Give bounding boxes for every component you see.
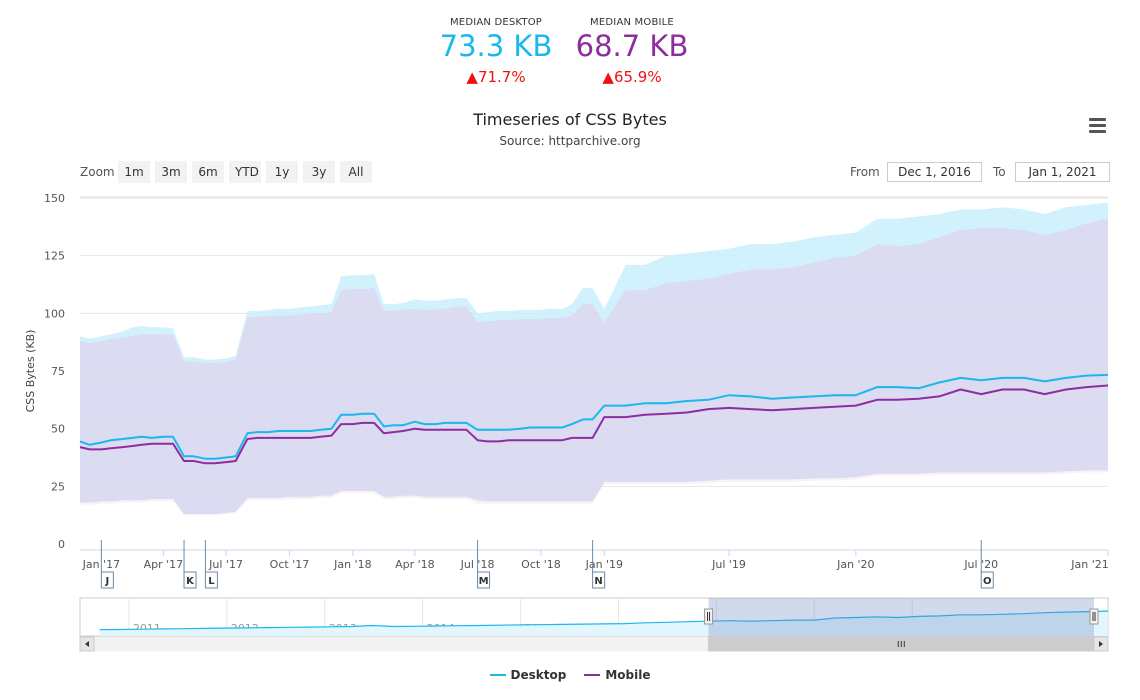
flag-box — [100, 571, 114, 589]
legend-item-mobile[interactable]: Mobile — [584, 668, 650, 682]
flag-label: L — [208, 576, 215, 587]
chart-title: Timeseries of CSS Bytes — [473, 110, 667, 129]
up-arrow-icon: ▲ — [602, 68, 614, 86]
from-date-input[interactable]: Dec 1, 2016 — [887, 162, 982, 182]
navigator-series-line — [99, 610, 1109, 631]
flag-marker: M — [477, 571, 491, 589]
zoom-label: Zoom — [80, 165, 115, 179]
legend-item-desktop[interactable]: Desktop — [489, 668, 567, 682]
legend-desktop-label: Desktop — [510, 668, 567, 682]
zoom-all-button[interactable]: All — [340, 161, 372, 183]
flag-box — [592, 571, 606, 589]
chevron-right-icon — [1099, 641, 1103, 647]
x-tick-label: Apr '17 — [144, 558, 184, 571]
flag-label: J — [104, 576, 109, 587]
y-tick-label: 125 — [44, 250, 65, 263]
flag-marker: J — [100, 571, 114, 589]
desktop-median-label: MEDIAN DESKTOP — [449, 17, 543, 28]
band-overlap-area — [80, 218, 1108, 515]
mobile-change-text: 65.9% — [613, 68, 662, 86]
flag-marker: K — [183, 571, 197, 589]
zoom-6m-button[interactable]: 6m — [192, 161, 224, 183]
y-tick-label: 25 — [51, 480, 65, 493]
flag-label: K — [186, 576, 195, 587]
mobile-median-change: ▲65.9% — [582, 68, 682, 86]
flag-box — [477, 571, 491, 589]
flag-box — [204, 571, 218, 589]
zoom-1y-button[interactable]: 1y — [266, 161, 298, 183]
chart-subtitle: Source: httparchive.org — [499, 134, 641, 148]
desktop-change-text: 71.7% — [477, 68, 526, 86]
x-tick-label: Jan '19 — [585, 558, 623, 571]
y-tick-label: 150 — [44, 192, 65, 205]
mobile-series-line — [79, 384, 1109, 465]
x-tick-label: Jan '18 — [333, 558, 371, 571]
to-date-input[interactable]: Jan 1, 2021 — [1015, 162, 1110, 182]
x-tick-label: Jan '21 — [1070, 558, 1108, 571]
flag-marker: L — [204, 571, 218, 589]
desktop-series-line — [79, 373, 1109, 460]
x-tick-label: Oct '17 — [270, 558, 310, 571]
x-tick-label: Jul '17 — [208, 558, 243, 571]
from-label: From — [850, 165, 880, 179]
chevron-left-icon — [85, 641, 89, 647]
chart-legend: Desktop Mobile — [0, 668, 1140, 682]
zoom-1m-button[interactable]: 1m — [118, 161, 150, 183]
flag-marker: N — [592, 571, 606, 589]
zoom-3y-button[interactable]: 3y — [303, 161, 335, 183]
y-tick-label: 100 — [44, 307, 65, 320]
y-tick-label: 50 — [51, 423, 65, 436]
desktop-median-change: ▲71.7% — [446, 68, 546, 86]
mobile-median-label: MEDIAN MOBILE — [590, 17, 674, 28]
flag-label: O — [983, 576, 992, 587]
flag-box — [980, 571, 994, 589]
y-tick-label: 75 — [51, 365, 65, 378]
navigator-handle[interactable] — [1089, 608, 1099, 625]
hamburger-menu-icon[interactable] — [1089, 118, 1106, 136]
to-label: To — [993, 165, 1006, 179]
legend-mobile-label: Mobile — [605, 668, 651, 682]
navigator-handle[interactable] — [704, 608, 714, 625]
legend-mobile-swatch — [584, 674, 601, 676]
x-tick-label: Jul '19 — [711, 558, 746, 571]
flag-label: N — [594, 576, 602, 587]
navigator-series-area — [99, 611, 1109, 636]
desktop-median-value: 73.3 KB — [439, 29, 553, 63]
mobile-median-value: 68.7 KB — [575, 29, 689, 63]
zoom-3m-button[interactable]: 3m — [155, 161, 187, 183]
legend-desktop-swatch — [489, 674, 506, 676]
flag-label: M — [479, 576, 489, 587]
zoom-ytd-button[interactable]: YTD — [229, 161, 261, 183]
up-arrow-icon: ▲ — [466, 68, 478, 86]
navigator-selected-range — [708, 598, 1094, 636]
flag-marker: O — [980, 571, 994, 589]
x-tick-label: Apr '18 — [395, 558, 435, 571]
x-tick-label: Jan '20 — [836, 558, 874, 571]
y-tick-label: 0 — [58, 538, 65, 551]
y-axis-label: CSS Bytes (KB) — [24, 330, 37, 413]
x-tick-label: Oct '18 — [521, 558, 561, 571]
flag-box — [183, 571, 197, 589]
